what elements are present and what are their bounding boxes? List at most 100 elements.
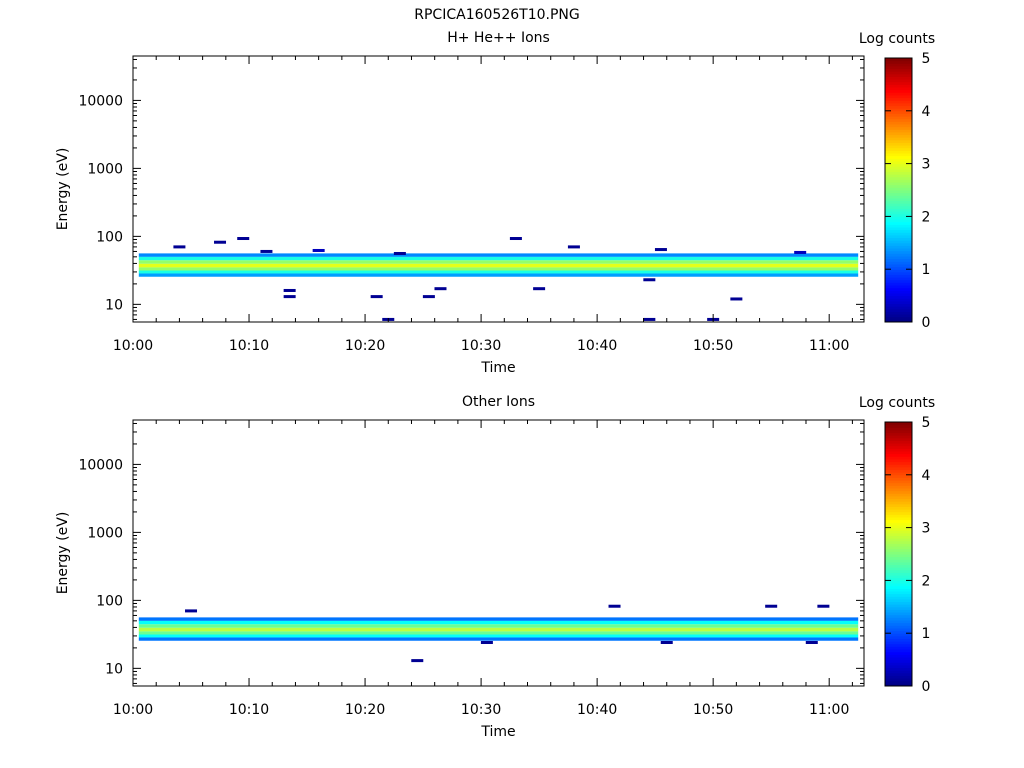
colorbar-segment bbox=[885, 316, 912, 320]
colorbar-segment bbox=[885, 432, 912, 436]
colorbar-segment bbox=[885, 453, 912, 457]
colorbar-segment bbox=[885, 158, 912, 162]
colorbar-segment bbox=[885, 427, 912, 431]
x-tick-label: 10:10 bbox=[229, 338, 269, 354]
colorbar-segment bbox=[885, 445, 912, 449]
colorbar-segment bbox=[885, 76, 912, 80]
colorbar-segment bbox=[885, 456, 912, 460]
colorbar-segment bbox=[885, 469, 912, 473]
x-tick-label: 10:10 bbox=[229, 702, 269, 718]
colorbar-segment bbox=[885, 532, 912, 537]
x-tick-label: 10:20 bbox=[345, 702, 385, 718]
colorbar-segment bbox=[885, 435, 912, 439]
colorbar-segment bbox=[885, 261, 912, 265]
colorbar-segment bbox=[885, 670, 912, 674]
colorbar-segment bbox=[885, 596, 912, 600]
colorbar-segment bbox=[885, 680, 912, 684]
colorbar-segment bbox=[885, 472, 912, 476]
colorbar-segment bbox=[885, 672, 912, 676]
colorbar-segment bbox=[885, 506, 912, 510]
colorbar-segment bbox=[885, 683, 912, 687]
x-tick-label: 10:00 bbox=[113, 338, 153, 354]
band-cell bbox=[138, 627, 859, 632]
data-point bbox=[312, 248, 325, 252]
y-tick-label: 100 bbox=[96, 593, 123, 609]
data-point bbox=[643, 278, 656, 282]
colorbar-segment bbox=[885, 448, 912, 452]
x-tick-label: 10:40 bbox=[577, 338, 617, 354]
colorbar-segment bbox=[885, 490, 912, 494]
colorbar-segment bbox=[885, 155, 912, 159]
colorbar-segment bbox=[885, 612, 912, 616]
x-tick-label: 10:30 bbox=[461, 702, 501, 718]
colorbar-segment bbox=[885, 184, 912, 188]
colorbar-segment bbox=[885, 606, 912, 610]
colorbar-segment bbox=[885, 659, 912, 663]
data-point bbox=[283, 288, 296, 292]
colorbar-segment bbox=[885, 641, 912, 645]
band-cell bbox=[138, 273, 859, 277]
colorbar-segment bbox=[885, 245, 912, 249]
data-point bbox=[567, 245, 580, 249]
colorbar-segment bbox=[885, 256, 912, 260]
data-point bbox=[260, 249, 273, 253]
data-point bbox=[237, 237, 250, 241]
colorbar-segment bbox=[885, 451, 912, 455]
colorbar-segment bbox=[885, 142, 912, 146]
colorbar-segment bbox=[885, 622, 912, 626]
colorbar-segment bbox=[885, 105, 912, 109]
colorbar-segment bbox=[885, 503, 912, 507]
colorbar-segment bbox=[885, 234, 912, 239]
colorbar-segment bbox=[885, 248, 912, 252]
colorbar-segment bbox=[885, 163, 912, 167]
x-tick-label: 11:00 bbox=[809, 338, 849, 354]
colorbar-segment bbox=[885, 102, 912, 107]
colorbar-segment bbox=[885, 667, 912, 671]
colorbar-segment bbox=[885, 477, 912, 481]
colorbar-segment bbox=[885, 160, 912, 165]
y-tick-label: 10000 bbox=[78, 93, 123, 109]
y-tick-label: 100 bbox=[96, 229, 123, 245]
colorbar-segment bbox=[885, 79, 912, 83]
colorbar-tick-label: 4 bbox=[922, 468, 931, 484]
colorbar-segment bbox=[885, 577, 912, 581]
colorbar-segment bbox=[885, 190, 912, 194]
colorbar-segment bbox=[885, 556, 912, 560]
band-cell bbox=[138, 256, 859, 261]
x-tick-label: 10:20 bbox=[345, 338, 385, 354]
colorbar-segment bbox=[885, 546, 912, 550]
colorbar-segment bbox=[885, 501, 912, 505]
colorbar-segment bbox=[885, 649, 912, 653]
colorbar-segment bbox=[885, 168, 912, 173]
colorbar-segment bbox=[885, 274, 912, 278]
data-point bbox=[654, 248, 667, 252]
colorbar-segment bbox=[885, 306, 912, 310]
colorbar-segment bbox=[885, 195, 912, 199]
colorbar-segment bbox=[885, 590, 912, 595]
colorbar-segment bbox=[885, 651, 912, 655]
colorbar-segment bbox=[885, 303, 912, 307]
colorbar-segment bbox=[885, 240, 912, 244]
colorbar-segment bbox=[885, 583, 912, 587]
colorbar-segment bbox=[885, 126, 912, 130]
colorbar-segment bbox=[885, 601, 912, 605]
colorbar-segment bbox=[885, 466, 912, 471]
data-point bbox=[370, 295, 383, 299]
colorbar-segment bbox=[885, 588, 912, 592]
colorbar-segment bbox=[885, 60, 912, 64]
colorbar-tick-label: 3 bbox=[922, 521, 931, 537]
data-point bbox=[411, 659, 424, 663]
data-point bbox=[643, 317, 656, 321]
colorbar-segment bbox=[885, 229, 912, 233]
colorbar-segment bbox=[885, 179, 912, 183]
colorbar-segment bbox=[885, 662, 912, 666]
colorbar-segment bbox=[885, 113, 912, 117]
colorbar-segment bbox=[885, 437, 912, 441]
colorbar-label: Log counts bbox=[859, 395, 935, 411]
colorbar-segment bbox=[885, 464, 912, 468]
colorbar-segment bbox=[885, 585, 912, 589]
colorbar-segment bbox=[885, 65, 912, 70]
data-point bbox=[805, 641, 818, 645]
colorbar-tick-label: 5 bbox=[922, 51, 931, 67]
colorbar-segment bbox=[885, 253, 912, 257]
